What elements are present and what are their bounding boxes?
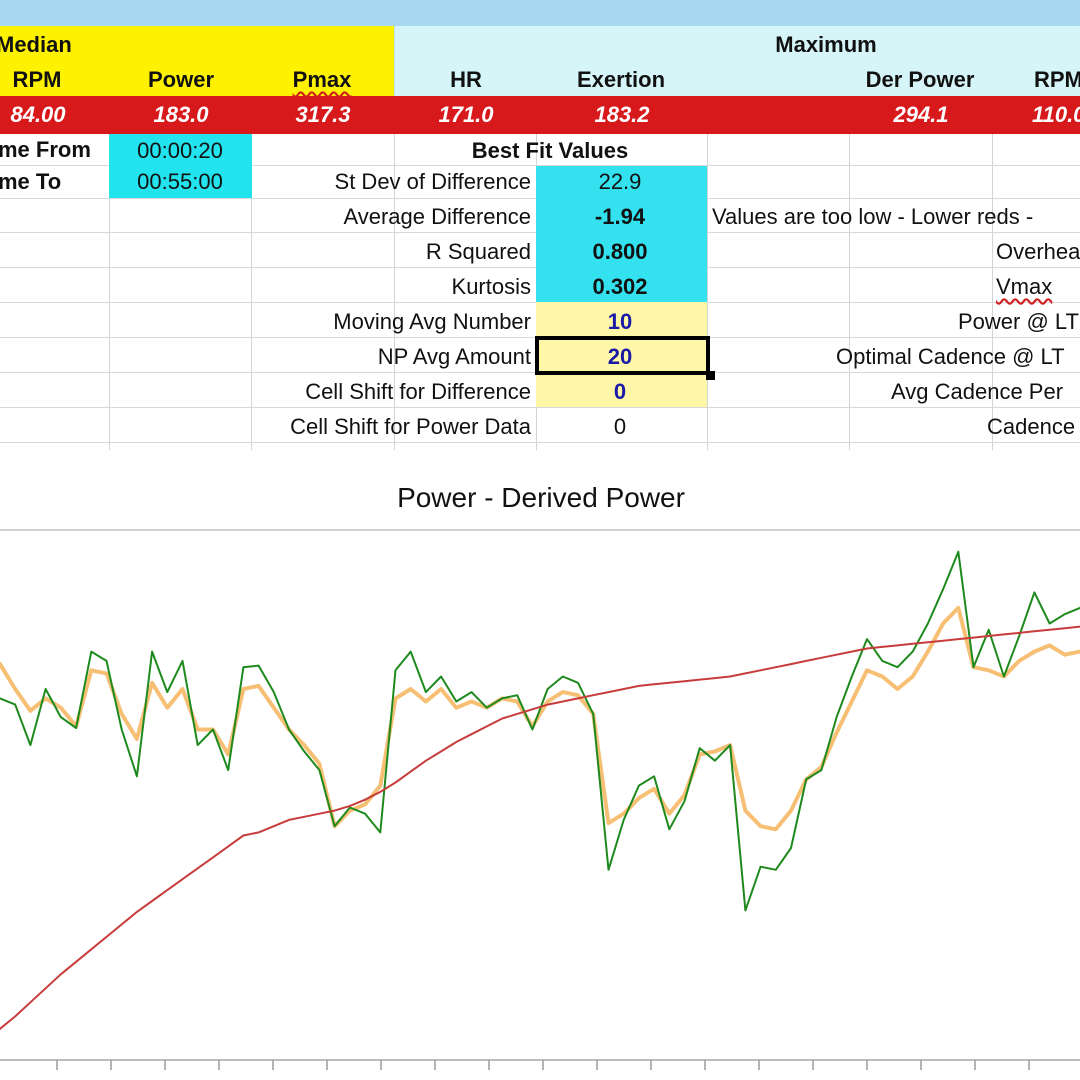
value-pmax[interactable]: 317.3 (295, 102, 351, 127)
maximum-header-band (394, 26, 1080, 96)
warning-message: Values are too low - Lower reds - (712, 204, 1034, 229)
top-strip (0, 0, 1080, 26)
column-header-power[interactable]: Power (147, 67, 215, 92)
time-to-label: me To (0, 169, 62, 194)
grid-line (394, 134, 395, 450)
series-line-1 (0, 550, 1080, 912)
power-chart[interactable]: Power - Derived Power (0, 470, 1080, 1080)
avg-cadence-label: Avg Cadence Per (891, 379, 1064, 404)
grid-line (109, 134, 110, 450)
grid-line (0, 165, 1080, 166)
median-label: Median (0, 32, 72, 57)
grid-line (394, 26, 395, 96)
grid-line (849, 134, 850, 450)
fill-handle[interactable] (706, 371, 715, 380)
column-header-der-power[interactable]: Der Power (865, 67, 975, 92)
average-difference-label: Average Difference (343, 204, 531, 229)
time-from-cell[interactable]: 00:00:20 (137, 138, 223, 163)
cell-shift-difference-label: Cell Shift for Difference (305, 379, 531, 404)
power-at-lt-label: Power @ LT (958, 309, 1079, 334)
spreadsheet: Median Maximum RPM Power Pmax HR Exertio… (0, 0, 1080, 460)
series-line-3 (0, 625, 1080, 1030)
value-hr-max[interactable]: 171.0 (438, 102, 494, 127)
selected-cell-outline[interactable] (535, 336, 710, 375)
kurtosis-label: Kurtosis (451, 274, 531, 299)
grid-line (251, 134, 252, 450)
grid-line (0, 407, 1080, 408)
optimal-cadence-label: Optimal Cadence @ LT (836, 344, 1065, 369)
moving-avg-number-value[interactable]: 10 (607, 309, 633, 334)
series-line-2 (0, 605, 1080, 832)
value-rpm-median[interactable]: 84.00 (10, 102, 66, 127)
chart-plot (0, 529, 1080, 1070)
best-fit-title: Best Fit Values (471, 138, 629, 163)
median-header-band (0, 26, 394, 96)
settings-values-block (536, 302, 707, 407)
value-power-median[interactable]: 183.0 (153, 102, 209, 127)
grid-line (0, 442, 1080, 443)
grid-line (992, 134, 993, 450)
column-header-rpm-max[interactable]: RPM (1034, 67, 1080, 92)
column-header-rpm[interactable]: RPM (12, 67, 62, 92)
np-avg-amount-value[interactable]: 20 (607, 344, 633, 369)
column-header-hr[interactable]: HR (450, 67, 482, 92)
average-difference-value[interactable]: -1.94 (594, 204, 646, 229)
cadence-label: Cadence (987, 414, 1076, 439)
time-range-cells (109, 134, 252, 198)
r-squared-value[interactable]: 0.800 (592, 239, 648, 264)
st-dev-label: St Dev of Difference (334, 169, 531, 194)
cell-shift-power-label: Cell Shift for Power Data (290, 414, 531, 439)
cell-shift-difference-value[interactable]: 0 (613, 379, 627, 404)
chart-title: Power - Derived Power (397, 482, 685, 513)
maximum-label: Maximum (775, 32, 877, 57)
moving-avg-number-label: Moving Avg Number (333, 309, 531, 334)
column-header-exertion[interactable]: Exertion (576, 67, 666, 92)
value-der-power-max[interactable]: 294.1 (893, 102, 949, 127)
st-dev-value[interactable]: 22.9 (598, 169, 642, 194)
r-squared-label: R Squared (425, 239, 531, 264)
kurtosis-value[interactable]: 0.302 (592, 274, 648, 299)
overhead-label: Overhea (996, 239, 1080, 264)
summary-values-row (0, 96, 1080, 134)
grid-line (707, 134, 708, 450)
cell-shift-power-value[interactable]: 0 (613, 414, 627, 439)
value-rpm-max[interactable]: 110.0 (1032, 102, 1080, 127)
value-exertion-max[interactable]: 183.2 (594, 102, 650, 127)
column-header-pmax[interactable]: Pmax (292, 67, 352, 92)
time-from-label: me From (0, 137, 91, 162)
time-to-cell[interactable]: 00:55:00 (137, 169, 223, 194)
best-fit-values-block (536, 166, 707, 302)
np-avg-amount-label: NP Avg Amount (377, 344, 531, 369)
vmax-label: Vmax (996, 274, 1053, 299)
